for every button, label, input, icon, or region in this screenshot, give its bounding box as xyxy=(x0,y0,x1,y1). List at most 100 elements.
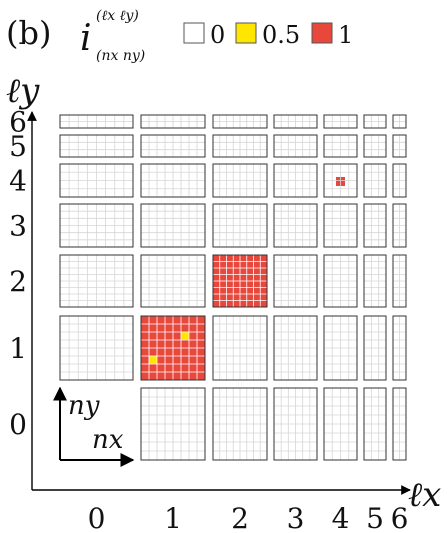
block-background xyxy=(364,135,386,157)
block-gridlines xyxy=(274,115,317,128)
block-border xyxy=(140,134,206,158)
grid-block xyxy=(323,254,358,308)
y-tick-label: 1 xyxy=(9,332,27,365)
y-tick-labels: 0 1 2 3 456 xyxy=(9,106,27,442)
grid-block xyxy=(273,315,318,381)
grid-block xyxy=(212,254,268,308)
inset-x-label: nx xyxy=(92,425,124,455)
title-subscript: (nx ny) xyxy=(96,48,145,64)
y-tick-label: 3 xyxy=(9,210,27,243)
block-border xyxy=(212,254,268,308)
grid-block xyxy=(140,163,206,198)
block-gridlines xyxy=(213,255,267,307)
block-border xyxy=(323,387,358,461)
block-border xyxy=(363,387,387,461)
block-gridlines xyxy=(141,204,205,247)
grid-block xyxy=(323,203,358,248)
legend-label: 0 xyxy=(210,21,225,49)
legend-swatch xyxy=(235,22,257,44)
block-gridlines xyxy=(213,115,267,128)
block-gridlines xyxy=(364,135,386,157)
block-gridlines xyxy=(141,316,205,380)
block-border xyxy=(363,254,387,308)
grid-block xyxy=(363,387,387,461)
grid-block xyxy=(273,134,318,158)
block-gridlines xyxy=(60,316,133,380)
block-border xyxy=(140,315,206,381)
grid-block xyxy=(212,315,268,381)
block-border xyxy=(363,203,387,248)
block-gridlines xyxy=(324,164,357,197)
block-border xyxy=(140,203,206,248)
block-gridlines xyxy=(213,135,267,157)
grid-block xyxy=(140,387,206,461)
legend-swatch xyxy=(183,22,205,44)
title-formula: i (ℓx ℓy) (nx ny) xyxy=(80,8,145,64)
legend-item: 0 xyxy=(183,21,225,49)
block-gridlines xyxy=(60,164,133,197)
grid-block xyxy=(363,114,387,129)
block-gridlines xyxy=(324,255,357,307)
grid-block xyxy=(59,254,134,308)
grid-block xyxy=(212,114,268,129)
legend-item: 0.5 xyxy=(235,21,300,49)
inset-y-label: ny xyxy=(68,391,100,421)
grid-block xyxy=(392,254,407,308)
block-gridlines xyxy=(274,316,317,380)
block-border xyxy=(323,315,358,381)
block-border xyxy=(140,387,206,461)
grid-block xyxy=(363,134,387,158)
grid-block xyxy=(392,203,407,248)
block-gridlines xyxy=(141,255,205,307)
block-border xyxy=(323,134,358,158)
y-tick-label: 6 xyxy=(9,106,27,139)
block-gridlines xyxy=(324,388,357,460)
x-axis-label: ℓx xyxy=(408,475,441,515)
block-gridlines xyxy=(364,255,386,307)
block-border xyxy=(392,163,407,198)
grid-block xyxy=(392,387,407,461)
grid-block xyxy=(59,114,134,129)
x-tick-label: 2 xyxy=(231,502,249,533)
block-gridlines xyxy=(393,316,406,380)
grid-block xyxy=(59,203,134,248)
block-grid xyxy=(59,114,407,461)
title-superscript: (ℓx ℓy) xyxy=(96,8,139,24)
block-border xyxy=(392,114,407,129)
legend: 0 0.5 1 xyxy=(183,21,353,49)
grid-block xyxy=(273,254,318,308)
block-border xyxy=(212,203,268,248)
grid-block xyxy=(392,163,407,198)
grid-block xyxy=(363,315,387,381)
block-gridlines xyxy=(274,388,317,460)
grid-block xyxy=(140,315,206,381)
block-border xyxy=(212,387,268,461)
block-gridlines xyxy=(274,164,317,197)
x-tick-label: 4 xyxy=(332,502,350,533)
block-gridlines xyxy=(393,204,406,247)
block-gridlines xyxy=(60,115,133,128)
grid-block xyxy=(140,203,206,248)
grid-block xyxy=(59,315,134,381)
block-border xyxy=(140,254,206,308)
grid-block xyxy=(273,387,318,461)
legend-label: 1 xyxy=(338,21,353,49)
legend-swatch xyxy=(311,22,333,44)
block-gridlines xyxy=(213,388,267,460)
y-tick-label: 2 xyxy=(9,265,27,298)
grid-block xyxy=(323,163,358,198)
grid-block xyxy=(59,134,134,158)
block-border xyxy=(392,254,407,308)
block-gridlines xyxy=(213,316,267,380)
block-border xyxy=(59,134,134,158)
x-tick-label: 1 xyxy=(164,502,182,533)
block-border xyxy=(59,163,134,198)
y-axis-label: ℓy xyxy=(6,71,40,111)
block-gridlines xyxy=(364,164,386,197)
block-border xyxy=(140,114,206,129)
block-border xyxy=(273,254,318,308)
panel-label: (b) xyxy=(6,14,51,52)
half-cell xyxy=(149,356,157,364)
y-tick-label: 5 xyxy=(9,130,27,163)
